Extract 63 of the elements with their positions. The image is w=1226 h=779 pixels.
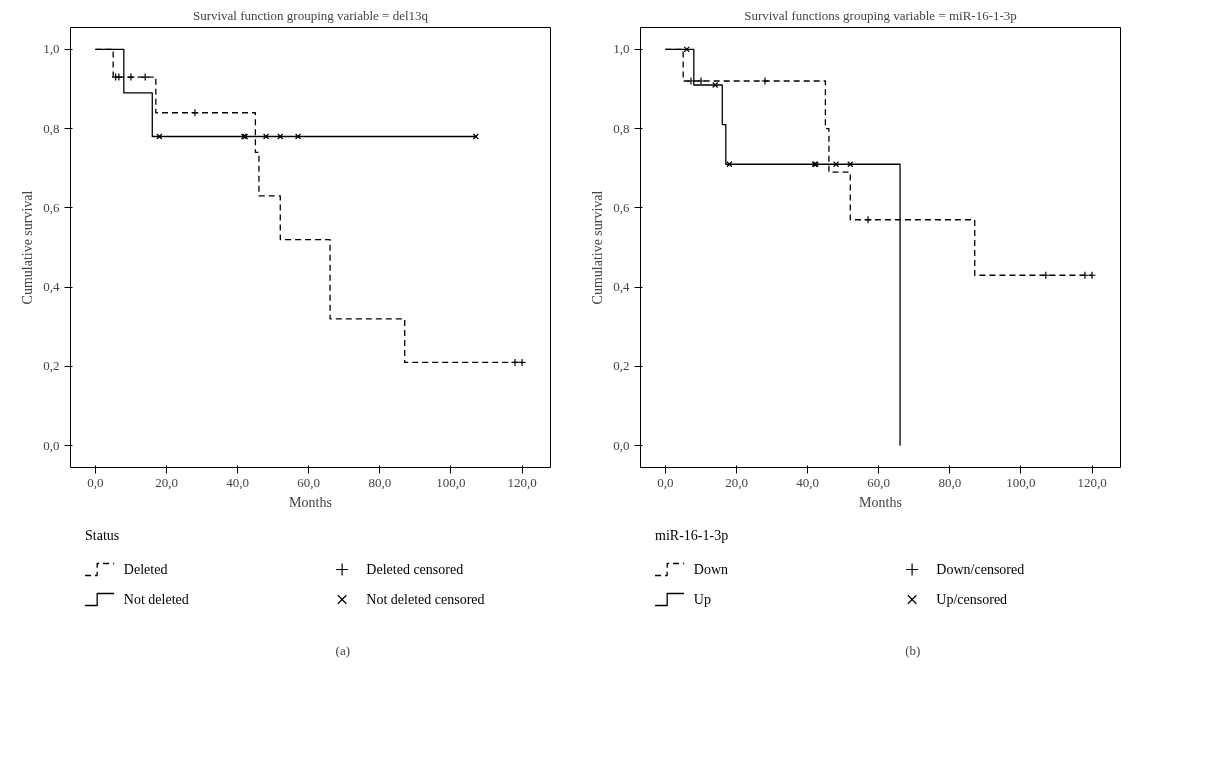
x-tick-label: 100,0 (436, 474, 466, 490)
point (277, 133, 284, 140)
y-tick-label: 1,0 (613, 41, 630, 57)
point (1087, 271, 1097, 280)
point (517, 358, 527, 367)
x-tick-label: 0,0 (657, 474, 674, 490)
x-tick-label: 60,0 (867, 474, 891, 490)
point (726, 161, 733, 168)
point (472, 133, 479, 140)
point (190, 108, 200, 117)
y-axis-title: Cumulative survival (590, 190, 606, 305)
point (1080, 271, 1090, 280)
text: (b) (905, 642, 921, 658)
legend-label: Down (693, 562, 729, 577)
point (863, 215, 873, 224)
x-tick-label: 40,0 (796, 474, 819, 490)
point (262, 133, 270, 140)
y-tick-label: 0,2 (43, 358, 60, 374)
x-tick-label: 80,0 (368, 474, 392, 490)
chart-title: Survival functions grouping variable = miR-16-1-3p (744, 7, 1017, 23)
legend-label: Deleted (123, 562, 168, 577)
y-tick-label: 1,0 (43, 41, 60, 57)
y-tick-label: 0,0 (613, 437, 630, 453)
x-tick-label: 80,0 (938, 474, 962, 490)
point (712, 81, 719, 89)
y-tick-label: 0,4 (43, 279, 60, 295)
legend-label: Up/censored (936, 592, 1008, 607)
point (141, 72, 150, 82)
y-tick-label: 0,6 (43, 199, 60, 215)
point (832, 161, 840, 168)
point (686, 76, 696, 86)
y-tick-label: 0,0 (43, 437, 60, 453)
x-tick-label: 40,0 (226, 474, 249, 490)
x-tick-label: 120,0 (507, 474, 537, 490)
y-tick-label: 0,6 (613, 199, 630, 215)
y-tick-label: 0,2 (613, 358, 630, 374)
point (126, 72, 136, 82)
x-tick-label: 120,0 (1077, 474, 1107, 490)
legend-title: miR-16-1-3p (655, 527, 729, 543)
point (294, 133, 302, 140)
point (156, 133, 163, 140)
point (510, 358, 520, 367)
y-tick-label: 0,8 (613, 120, 630, 136)
point (696, 76, 706, 86)
x-tick-label: 20,0 (725, 474, 748, 490)
y-tick-label: 0,4 (613, 279, 630, 295)
chart-title: Survival function grouping variable = del13q (192, 7, 429, 23)
legend-label: Not deleted (123, 592, 189, 607)
x-tick-label: 100,0 (1006, 474, 1036, 490)
x-axis-title: Months (859, 494, 902, 510)
x-tick-label: 60,0 (297, 474, 321, 490)
point (760, 76, 770, 86)
y-tick-label: 0,8 (43, 120, 60, 136)
legend-label: Not deleted censored (366, 592, 485, 607)
text: (a) (335, 642, 350, 658)
x-axis-title: Months (289, 494, 332, 510)
legend-label: Up (693, 592, 711, 607)
legend-label: Down/censored (936, 562, 1025, 577)
legend-label: Deleted censored (366, 562, 464, 577)
legend-title: Status (85, 527, 120, 543)
y-axis-title: Cumulative survival (20, 190, 36, 305)
x-tick-label: 0,0 (87, 474, 104, 490)
x-tick-label: 20,0 (155, 474, 178, 490)
